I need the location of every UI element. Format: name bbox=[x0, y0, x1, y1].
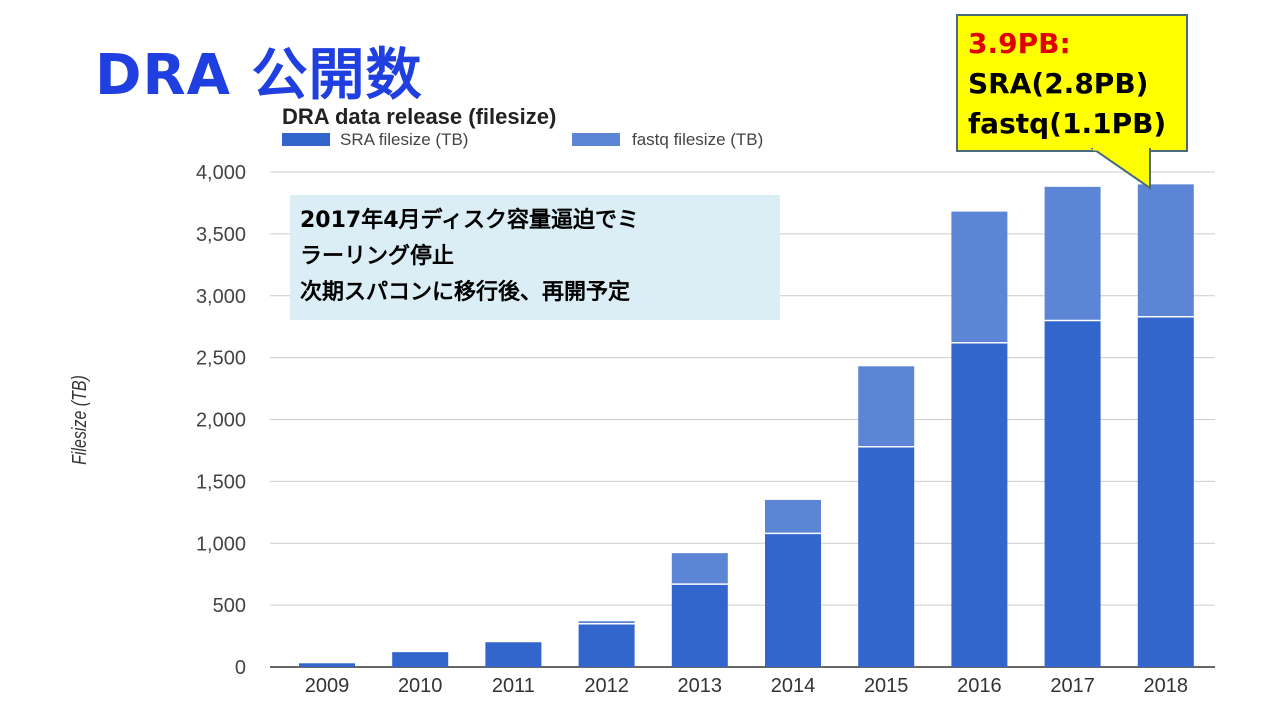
legend-label: fastq filesize (TB) bbox=[632, 130, 763, 149]
y-tick-label: 2,000 bbox=[196, 410, 246, 432]
annotation-box: 2017年4月ディスク容量逼迫でミ ラーリング停止 次期スパコンに移行後、再開予… bbox=[290, 195, 780, 320]
bar-sra bbox=[951, 342, 1008, 667]
x-tick-label: 2010 bbox=[398, 675, 443, 697]
annotation-line-2: ラーリング停止 bbox=[300, 244, 455, 269]
bar-fastq bbox=[951, 211, 1008, 343]
annotation-line-3: 次期スパコンに移行後、再開予定 bbox=[300, 280, 631, 305]
bar-sra bbox=[485, 642, 542, 667]
legend-swatch bbox=[572, 133, 620, 146]
y-tick-label: 4,000 bbox=[196, 162, 246, 184]
annotation-line-1: 2017年4月ディスク容量逼迫でミ bbox=[300, 208, 639, 233]
bar-fastq bbox=[671, 553, 728, 585]
y-tick-label: 1,500 bbox=[196, 471, 246, 493]
x-tick-label: 2009 bbox=[305, 675, 350, 697]
y-tick-label: 2,500 bbox=[196, 348, 246, 370]
x-tick-label: 2016 bbox=[957, 675, 1002, 697]
y-tick-label: 500 bbox=[213, 595, 246, 617]
callout-sra: SRA(2.8PB) bbox=[968, 67, 1149, 100]
y-tick-label: 0 bbox=[235, 657, 246, 679]
bar-fastq bbox=[1137, 184, 1194, 317]
bar-sra bbox=[1137, 316, 1194, 667]
chart-title: DRA data release (filesize) bbox=[282, 104, 556, 129]
y-tick-label: 3,500 bbox=[196, 224, 246, 246]
x-tick-label: 2012 bbox=[584, 675, 629, 697]
x-tick-label: 2015 bbox=[864, 675, 909, 697]
bar-sra bbox=[392, 652, 449, 667]
bar-sra bbox=[578, 623, 635, 667]
y-tick-label: 3,000 bbox=[196, 286, 246, 308]
y-tick-label: 1,000 bbox=[196, 533, 246, 555]
legend-swatch bbox=[282, 133, 330, 146]
bar-fastq bbox=[578, 621, 635, 624]
bar-sra bbox=[858, 446, 915, 667]
bar-sra bbox=[671, 584, 728, 667]
x-tick-label: 2011 bbox=[492, 675, 535, 697]
bar-fastq bbox=[858, 366, 915, 447]
callout-pointer bbox=[1090, 148, 1151, 190]
bar-sra bbox=[299, 663, 355, 667]
bar-fastq bbox=[765, 499, 821, 534]
bar-sra bbox=[1044, 320, 1101, 667]
x-tick-label: 2018 bbox=[1144, 675, 1189, 697]
legend-label: SRA filesize (TB) bbox=[340, 130, 468, 149]
x-tick-label: 2014 bbox=[771, 675, 816, 697]
callout-box: 3.9PB: SRA(2.8PB) fastq(1.1PB) bbox=[956, 14, 1188, 152]
y-axis-label: Filesize (TB) bbox=[68, 375, 90, 465]
slide-title: DRA 公開数 bbox=[95, 43, 423, 108]
bar-sra bbox=[765, 533, 821, 667]
x-tick-label: 2017 bbox=[1050, 675, 1095, 697]
bar-fastq bbox=[1044, 186, 1101, 321]
x-tick-label: 2013 bbox=[678, 675, 723, 697]
callout-total: 3.9PB: bbox=[968, 27, 1071, 60]
callout-fastq: fastq(1.1PB) bbox=[968, 107, 1167, 140]
